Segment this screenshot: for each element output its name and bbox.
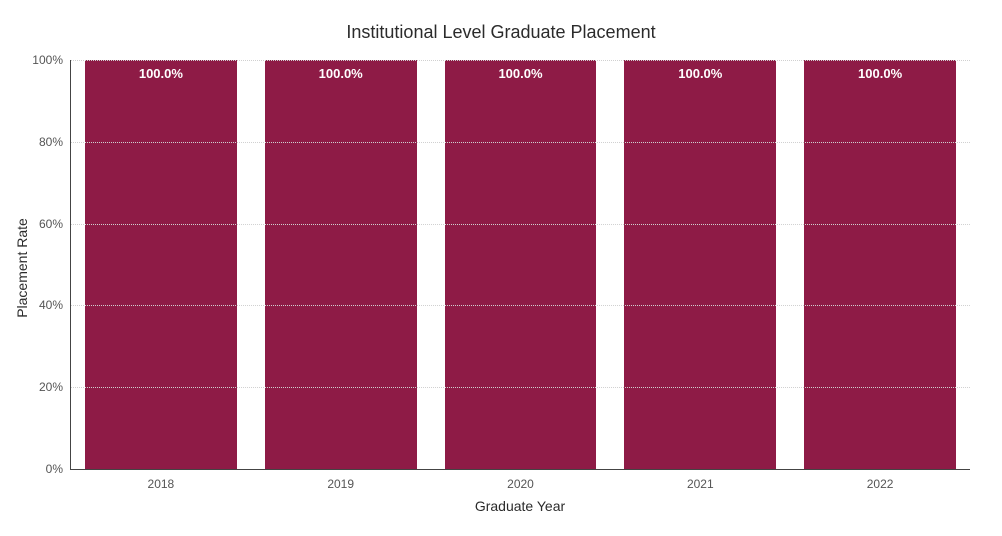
bar-slot: 100.0%	[262, 60, 420, 469]
grid-line	[71, 224, 970, 225]
bar	[804, 60, 956, 469]
bar-slot: 100.0%	[621, 60, 779, 469]
grid-line	[71, 142, 970, 143]
bar	[85, 60, 237, 469]
y-tick-label: 80%	[39, 135, 71, 149]
bar-value-label: 100.0%	[441, 66, 599, 81]
chart-title: Institutional Level Graduate Placement	[0, 22, 1002, 43]
y-tick-label: 100%	[32, 53, 71, 67]
chart-container: Institutional Level Graduate Placement P…	[0, 0, 1002, 536]
bar	[265, 60, 417, 469]
bar-value-label: 100.0%	[621, 66, 779, 81]
y-tick-label: 40%	[39, 298, 71, 312]
plot-area: 100.0%100.0%100.0%100.0%100.0% 0%20%40%6…	[70, 60, 970, 470]
bar-slot: 100.0%	[82, 60, 240, 469]
bar-value-label: 100.0%	[262, 66, 420, 81]
bar	[624, 60, 776, 469]
grid-line	[71, 60, 970, 61]
bar	[445, 60, 597, 469]
bar-slot: 100.0%	[441, 60, 599, 469]
bar-value-label: 100.0%	[801, 66, 959, 81]
y-tick-label: 0%	[46, 462, 71, 476]
y-tick-label: 20%	[39, 380, 71, 394]
x-tick-label: 2022	[867, 469, 894, 491]
grid-line	[71, 387, 970, 388]
bars-group: 100.0% 100.0% 100.0% 100.0% 100.0%	[71, 60, 970, 469]
x-tick-label: 2020	[507, 469, 534, 491]
x-tick-label: 2021	[687, 469, 714, 491]
y-axis-label-text: Placement Rate	[14, 218, 30, 318]
x-tick-label: 2018	[148, 469, 175, 491]
x-tick-label: 2019	[327, 469, 354, 491]
bar-value-label: 100.0%	[82, 66, 240, 81]
x-axis-label: Graduate Year	[70, 498, 970, 514]
grid-line	[71, 305, 970, 306]
bar-slot: 100.0%	[801, 60, 959, 469]
y-tick-label: 60%	[39, 217, 71, 231]
